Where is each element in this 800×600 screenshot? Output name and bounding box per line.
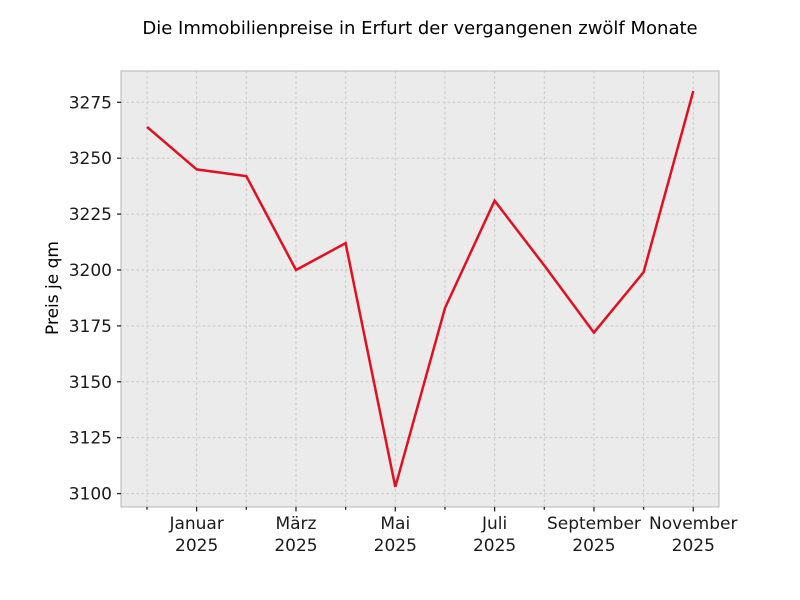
x-tick-label-month: Juli <box>481 514 507 534</box>
x-tick-label-month: September <box>547 514 641 534</box>
x-tick-label-year: 2025 <box>274 536 317 556</box>
x-tick-label-month: Januar <box>168 514 223 534</box>
chart-title: Die Immobilienpreise in Erfurt der verga… <box>142 17 698 39</box>
plot-frame <box>120 70 720 508</box>
y-tick-label: 3175 <box>69 317 112 337</box>
y-tick-label: 3275 <box>69 93 112 113</box>
y-tick-label: 3225 <box>69 205 112 225</box>
plot-area <box>121 71 719 507</box>
x-tick-label-year: 2025 <box>572 536 615 556</box>
x-tick-label-month: Mai <box>380 514 410 534</box>
y-tick-label: 3250 <box>69 149 112 169</box>
x-tick-label-month: November <box>649 514 737 534</box>
y-tick-label: 3125 <box>69 429 112 449</box>
price-line <box>146 90 695 488</box>
x-tick-label-year: 2025 <box>672 536 715 556</box>
y-tick-label: 3200 <box>69 261 112 281</box>
y-tick-label: 3100 <box>69 485 112 505</box>
y-tick-label: 3150 <box>69 373 112 393</box>
x-tick-label-month: März <box>275 514 316 534</box>
x-tick-label-year: 2025 <box>374 536 417 556</box>
x-tick-label-year: 2025 <box>473 536 516 556</box>
x-tick-label-year: 2025 <box>175 536 218 556</box>
